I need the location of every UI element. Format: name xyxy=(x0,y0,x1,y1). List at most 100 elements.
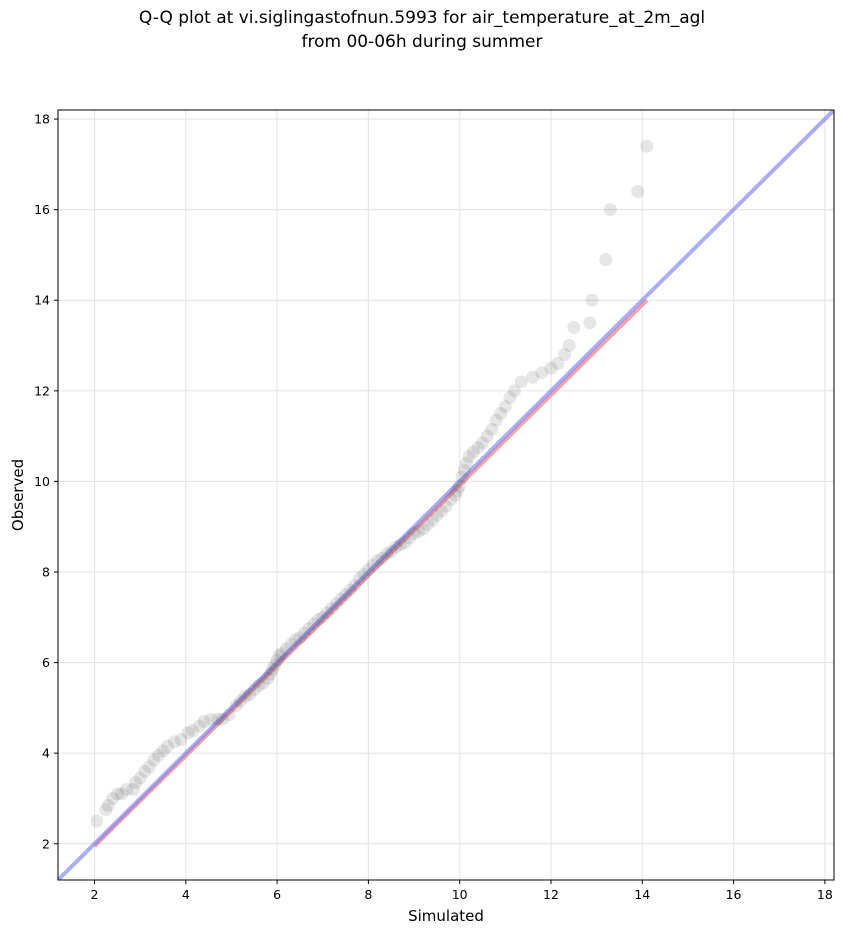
qq-point xyxy=(430,508,444,522)
qq-point xyxy=(444,493,458,507)
qq-point xyxy=(270,653,284,667)
qq-point xyxy=(133,771,147,785)
qq-point xyxy=(544,361,558,375)
qq-point xyxy=(585,293,599,307)
qq-point xyxy=(234,694,248,708)
qq-point xyxy=(147,753,161,767)
qq-point xyxy=(161,739,175,753)
qq-point xyxy=(371,554,385,568)
qq-point xyxy=(229,699,243,713)
qq-point xyxy=(416,522,430,536)
qq-point xyxy=(193,719,207,733)
qq-point xyxy=(434,504,448,518)
qq-point xyxy=(526,370,540,384)
y-tick-label: 16 xyxy=(34,202,50,217)
qq-point xyxy=(402,531,416,545)
qq-point xyxy=(599,252,613,266)
qq-point xyxy=(498,400,512,414)
qq-point xyxy=(558,348,572,362)
qq-point xyxy=(503,391,517,405)
y-tick-label: 10 xyxy=(34,474,50,489)
qq-point xyxy=(453,479,467,493)
qq-point xyxy=(375,551,389,565)
x-tick-label: 14 xyxy=(634,887,650,902)
data-points xyxy=(90,139,654,828)
qq-point xyxy=(460,456,474,470)
qq-point xyxy=(489,413,503,427)
qq-point xyxy=(288,633,302,647)
qq-point xyxy=(320,606,334,620)
qq-point xyxy=(101,798,115,812)
x-tick-label: 16 xyxy=(726,887,742,902)
qq-point xyxy=(389,540,403,554)
qq-point xyxy=(126,782,140,796)
qq-point xyxy=(197,714,211,728)
qq-point xyxy=(284,637,298,651)
qq-point xyxy=(293,631,307,645)
x-axis-label: Simulated xyxy=(408,907,484,925)
qq-point xyxy=(603,203,617,217)
qq-point xyxy=(222,708,236,722)
y-tick-label: 6 xyxy=(42,655,50,670)
qq-point xyxy=(261,671,275,685)
qq-point xyxy=(311,613,325,627)
qq-point xyxy=(129,776,143,790)
qq-point xyxy=(407,527,421,540)
qq-point xyxy=(551,357,565,371)
qq-point xyxy=(507,384,521,398)
qq-point xyxy=(412,524,426,538)
qq-point xyxy=(583,316,597,330)
qq-point xyxy=(142,760,156,774)
qq-point xyxy=(462,450,476,463)
qq-point xyxy=(252,678,266,692)
qq-point xyxy=(393,538,407,552)
plot-frame xyxy=(57,109,835,881)
qq-point xyxy=(384,545,398,559)
reference-lines xyxy=(58,110,834,880)
qq-point xyxy=(352,572,366,586)
qq-point xyxy=(156,744,170,758)
qq-point xyxy=(439,499,453,513)
qq-point xyxy=(380,547,394,561)
y-tick-label: 14 xyxy=(34,293,50,308)
qq-point xyxy=(343,583,357,597)
qq-point xyxy=(448,488,462,502)
qq-point xyxy=(471,440,485,454)
qq-point xyxy=(297,626,311,640)
qq-point xyxy=(186,724,200,738)
y-tick-label: 4 xyxy=(42,746,50,761)
chart-title-line-1: Q-Q plot at vi.siglingastofnun.5993 for … xyxy=(138,8,706,28)
qq-point xyxy=(266,662,280,676)
x-tick-label: 12 xyxy=(543,887,559,902)
qq-point xyxy=(138,764,152,778)
axis-ticks: 2 4 6 8 10 12 14 16 18 2 4 6 8 10 12 14 16 18 xyxy=(34,112,833,902)
y-tick-label: 18 xyxy=(34,112,50,127)
qq-point xyxy=(307,617,321,631)
qq-point xyxy=(99,803,113,817)
qq-point xyxy=(480,429,494,443)
x-tick-label: 8 xyxy=(364,887,372,902)
qq-point xyxy=(357,567,371,581)
qq-point xyxy=(215,712,229,726)
qq-point xyxy=(110,787,124,801)
x-tick-label: 10 xyxy=(452,887,468,902)
qq-point xyxy=(361,563,375,577)
y-tick-label: 8 xyxy=(42,565,50,580)
qq-point xyxy=(329,597,343,611)
qq-point xyxy=(485,422,499,436)
identity-line xyxy=(58,110,834,880)
qq-point xyxy=(562,339,576,353)
qq-point xyxy=(450,483,464,497)
x-tick-label: 2 xyxy=(91,887,99,902)
qq-point xyxy=(631,185,645,199)
qq-point xyxy=(425,513,439,527)
qq-point xyxy=(268,658,282,672)
x-tick-label: 4 xyxy=(182,887,190,902)
qq-point xyxy=(398,536,412,550)
y-tick-label: 12 xyxy=(34,383,50,398)
qq-point xyxy=(243,687,257,701)
x-tick-label: 6 xyxy=(273,887,281,902)
qq-point xyxy=(238,690,252,704)
qq-point xyxy=(204,712,218,726)
